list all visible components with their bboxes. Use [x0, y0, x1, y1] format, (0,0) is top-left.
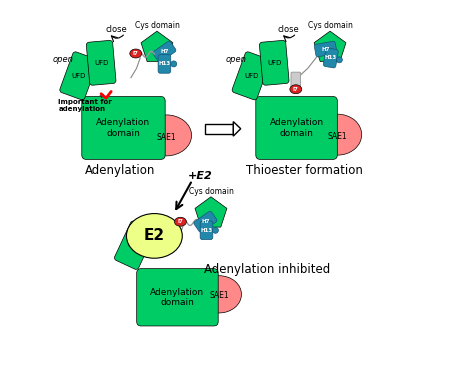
Text: Cys domain: Cys domain: [189, 187, 233, 196]
Text: SAE1: SAE1: [210, 291, 229, 300]
Text: H7: H7: [201, 219, 210, 224]
Text: Thioester formation: Thioester formation: [246, 164, 363, 177]
FancyBboxPatch shape: [158, 55, 171, 73]
Text: H13: H13: [201, 228, 213, 233]
FancyBboxPatch shape: [60, 52, 98, 100]
Text: I7: I7: [177, 219, 183, 224]
FancyBboxPatch shape: [232, 52, 270, 100]
Text: H13: H13: [158, 62, 171, 66]
FancyBboxPatch shape: [323, 48, 338, 68]
Ellipse shape: [212, 227, 219, 233]
Text: +E2: +E2: [187, 171, 212, 182]
Text: close: close: [277, 25, 299, 34]
FancyBboxPatch shape: [291, 72, 301, 88]
Ellipse shape: [197, 276, 241, 313]
Text: H7: H7: [321, 46, 330, 51]
Text: open: open: [52, 55, 73, 64]
Text: Adenylation inhibited: Adenylation inhibited: [204, 263, 330, 276]
Text: open: open: [226, 55, 246, 64]
FancyBboxPatch shape: [137, 268, 218, 326]
Ellipse shape: [141, 115, 191, 156]
Polygon shape: [233, 122, 241, 136]
Text: Cys domain: Cys domain: [308, 21, 353, 30]
Text: SAE1: SAE1: [328, 132, 347, 141]
FancyBboxPatch shape: [114, 221, 155, 270]
Text: H13: H13: [325, 56, 337, 60]
Ellipse shape: [127, 213, 182, 258]
Text: UFD: UFD: [94, 60, 109, 66]
Text: close: close: [105, 25, 127, 34]
Text: Adenylation
domain: Adenylation domain: [150, 288, 204, 307]
Ellipse shape: [337, 57, 342, 63]
Ellipse shape: [171, 61, 177, 67]
Text: UFD: UFD: [267, 60, 282, 66]
FancyBboxPatch shape: [200, 221, 213, 240]
FancyBboxPatch shape: [205, 124, 233, 134]
FancyBboxPatch shape: [256, 96, 337, 159]
Text: I7: I7: [293, 87, 299, 92]
Text: Important for
adenylation: Important for adenylation: [58, 95, 112, 112]
FancyBboxPatch shape: [259, 40, 289, 85]
FancyBboxPatch shape: [82, 96, 165, 159]
Text: H7: H7: [160, 49, 169, 54]
Text: Adenylation
domain: Adenylation domain: [96, 118, 151, 138]
Text: Adenylation
domain: Adenylation domain: [270, 118, 324, 138]
Text: Cys domain: Cys domain: [135, 21, 180, 30]
FancyBboxPatch shape: [86, 40, 116, 85]
Text: UFD: UFD: [128, 242, 142, 248]
FancyBboxPatch shape: [153, 41, 176, 62]
FancyBboxPatch shape: [194, 211, 217, 232]
Polygon shape: [195, 197, 227, 227]
FancyBboxPatch shape: [314, 41, 337, 57]
Text: I7: I7: [133, 51, 139, 56]
Ellipse shape: [130, 49, 142, 58]
Text: E2: E2: [144, 228, 165, 243]
Polygon shape: [314, 31, 346, 62]
Ellipse shape: [290, 85, 302, 94]
Ellipse shape: [313, 114, 362, 155]
Text: Adenylation: Adenylation: [84, 164, 155, 177]
Ellipse shape: [174, 217, 186, 226]
Text: SAE1: SAE1: [156, 133, 176, 142]
Text: UFD: UFD: [244, 73, 258, 79]
Polygon shape: [141, 31, 173, 62]
Text: UFD: UFD: [72, 73, 86, 79]
